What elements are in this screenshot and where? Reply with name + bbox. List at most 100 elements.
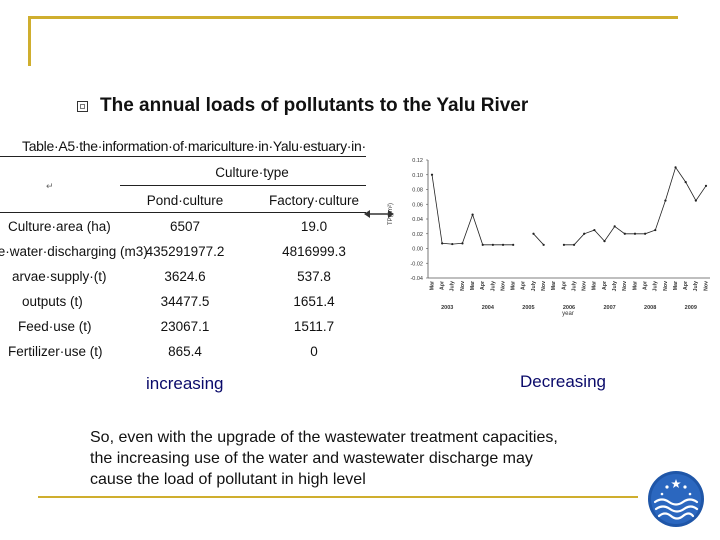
table-cell-factory: 537.8 xyxy=(297,269,331,284)
mariculture-table: Table·A5·the·information·of·mariculture·… xyxy=(0,134,366,360)
data-point xyxy=(633,232,637,235)
table-cell-factory: 19.0 xyxy=(300,219,328,234)
x-tick-labels: Mar Apr July Nov Mar Apr July Nov Mar Apr July Nov M… xyxy=(429,281,709,311)
table-row-label: te·water·discharging (m3) xyxy=(0,244,148,259)
conclusion-line: the increasing use of the water and wast… xyxy=(90,450,533,467)
y-tick-label: 0.00 xyxy=(412,247,423,253)
data-point xyxy=(684,181,687,184)
x-tick-label: July xyxy=(653,281,659,291)
x-tick-label: Mar xyxy=(429,281,435,290)
x-tick-label: July xyxy=(693,281,699,291)
data-point xyxy=(593,228,596,232)
blue-circle-wave-logo-icon xyxy=(648,471,704,527)
series-line-segment xyxy=(533,233,544,246)
y-tick-label: 0.06 xyxy=(412,202,423,208)
data-point xyxy=(471,213,474,216)
x-year-label: 2003 xyxy=(441,305,453,311)
table-cell-factory: 0 xyxy=(310,344,318,359)
data-point xyxy=(542,243,545,246)
table-row-label: Culture·area (ha) xyxy=(8,219,111,234)
table-cell-pond: 435291977.2 xyxy=(145,244,225,259)
table-caption: Table·A5·the·information·of·mariculture·… xyxy=(22,138,366,154)
x-tick-label: Nov xyxy=(582,281,588,291)
x-tick-label: Apr xyxy=(480,281,486,290)
data-point xyxy=(512,243,515,246)
y-tick-label: -0.04 xyxy=(410,276,423,282)
data-point xyxy=(623,232,626,235)
series-line-segment xyxy=(431,174,514,246)
data-point xyxy=(501,243,505,246)
x-year-label: 2008 xyxy=(644,305,656,311)
data-point xyxy=(532,232,535,235)
data-point xyxy=(694,199,697,202)
top-accent-line xyxy=(28,16,678,19)
data-point xyxy=(461,242,464,245)
conclusion-line: So, even with the upgrade of the wastewa… xyxy=(90,429,558,446)
x-year-label: 2009 xyxy=(685,305,697,311)
x-tick-label: Apr xyxy=(521,281,527,290)
table-cell-pond: 3624.6 xyxy=(164,269,206,284)
data-point xyxy=(562,243,566,246)
slide-title: The annual loads of pollutants to the Ya… xyxy=(100,95,529,116)
table-row-label: Fertilizer·use (t) xyxy=(8,344,103,359)
x-year-label: 2004 xyxy=(482,305,495,311)
data-point xyxy=(481,243,484,246)
group-header-rule xyxy=(120,185,366,186)
table-cell-factory: 1651.4 xyxy=(293,294,335,309)
table-row-label: arvae·supply·(t) xyxy=(12,269,107,284)
x-tick-label: Apr xyxy=(602,281,608,290)
data-point xyxy=(451,242,454,246)
x-tick-label: Mar xyxy=(673,281,679,290)
data-point xyxy=(674,166,677,169)
x-tick-label: Mar xyxy=(592,281,598,290)
header-factory-culture: Factory·culture xyxy=(268,193,360,208)
x-tick-label: July xyxy=(612,281,618,291)
table-cell-factory: 1511.7 xyxy=(293,319,335,334)
label-increasing: increasing xyxy=(146,374,224,393)
label-decreasing: Decreasing xyxy=(520,372,606,391)
y-tick-labels: 0.12 0.10 0.08 0.06 0.04 0.02 0.00 -0.02 -0.04 xyxy=(410,158,423,282)
table-cell-pond: 865.4 xyxy=(168,344,202,359)
series-line xyxy=(431,166,707,246)
data-point xyxy=(654,228,657,232)
data-point xyxy=(704,184,708,187)
x-tick-label: Nov xyxy=(460,281,466,291)
x-tick-label: July xyxy=(490,281,496,291)
x-tick-label: Nov xyxy=(500,281,506,291)
chart-axes xyxy=(426,159,710,279)
y-tick-label: 0.02 xyxy=(412,232,423,238)
x-axis-label: year xyxy=(562,311,574,317)
bottom-accent-line xyxy=(38,496,638,498)
data-point xyxy=(664,199,667,202)
x-tick-label: Mar xyxy=(551,281,557,290)
double-arrow-icon xyxy=(364,210,394,218)
x-tick-label: July xyxy=(531,281,537,291)
x-tick-label: Mar xyxy=(470,281,476,290)
y-tick-label: 0.04 xyxy=(412,217,423,223)
cell-mark: ↵ xyxy=(46,181,54,191)
tp-line-chart: 0.12 0.10 0.08 0.06 0.04 0.02 0.00 -0.02 -0.04 M… xyxy=(388,158,710,317)
data-point xyxy=(430,173,434,176)
table-cell-pond: 34477.5 xyxy=(160,294,210,309)
conclusion-line: cause the load of pollutant in high leve… xyxy=(90,471,366,488)
x-tick-label: Nov xyxy=(541,281,547,291)
x-year-label: 2006 xyxy=(563,305,575,311)
y-tick-label: 0.12 xyxy=(412,158,423,164)
table-row-label: Feed·use (t) xyxy=(18,319,92,334)
series-points xyxy=(430,166,708,246)
table-cell-factory: 4816999.3 xyxy=(282,244,346,259)
x-tick-label: July xyxy=(450,281,456,291)
data-point xyxy=(491,243,494,246)
x-tick-label: July xyxy=(571,281,577,291)
y-tick-label: -0.02 xyxy=(410,261,423,267)
x-tick-label: Mar xyxy=(632,281,638,290)
x-year-label: 2005 xyxy=(522,305,534,311)
y-tick-label: 0.10 xyxy=(412,173,423,179)
y-tick-label: 0.08 xyxy=(412,188,423,194)
left-accent-line xyxy=(28,16,31,66)
x-tick-label: Apr xyxy=(683,281,689,290)
y-axis-label: TP(t/m²) xyxy=(388,203,394,225)
data-point xyxy=(441,242,444,245)
x-tick-label: Nov xyxy=(703,281,709,291)
x-tick-label: Mar xyxy=(511,281,517,290)
